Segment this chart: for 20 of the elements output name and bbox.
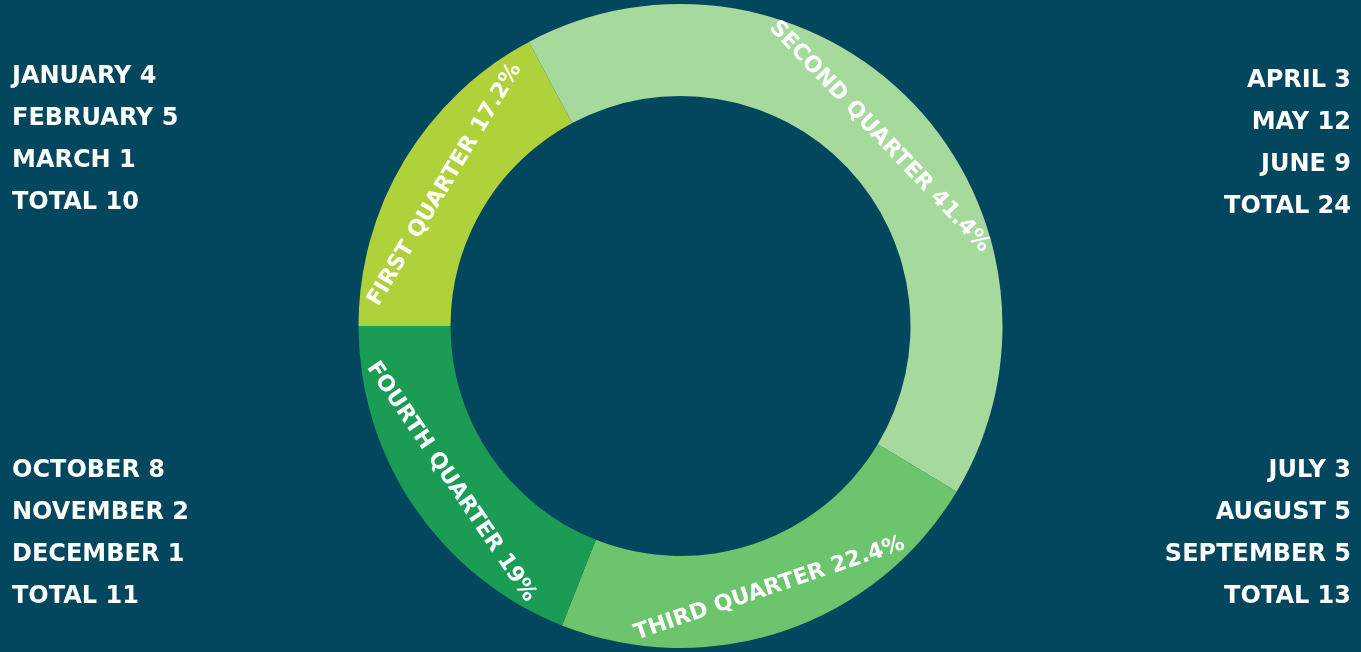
text: TOTAL 13 — [1224, 581, 1351, 609]
text: TOTAL 24 — [1224, 191, 1351, 219]
text: DECEMBER 1 — [12, 539, 185, 567]
text: NOVEMBER 2 — [12, 497, 189, 525]
text: MAY 12 — [1251, 107, 1351, 135]
donut-slice — [358, 326, 596, 626]
text: JANUARY 4 — [10, 61, 157, 89]
text: AUGUST 5 — [1215, 497, 1351, 525]
text: JULY 3 — [1266, 455, 1351, 483]
text: TOTAL 11 — [12, 581, 139, 609]
text: MARCH 1 — [12, 145, 136, 173]
text: JUNE 9 — [1259, 149, 1351, 177]
text: SEPTEMBER 5 — [1164, 539, 1351, 567]
text: TOTAL 10 — [12, 187, 139, 215]
text: APRIL 3 — [1247, 65, 1351, 93]
text: FEBRUARY 5 — [12, 103, 179, 131]
donut-slice — [561, 444, 957, 648]
donut-slice — [528, 4, 1003, 492]
text: OCTOBER 8 — [12, 455, 166, 483]
donut-slice — [358, 41, 573, 326]
